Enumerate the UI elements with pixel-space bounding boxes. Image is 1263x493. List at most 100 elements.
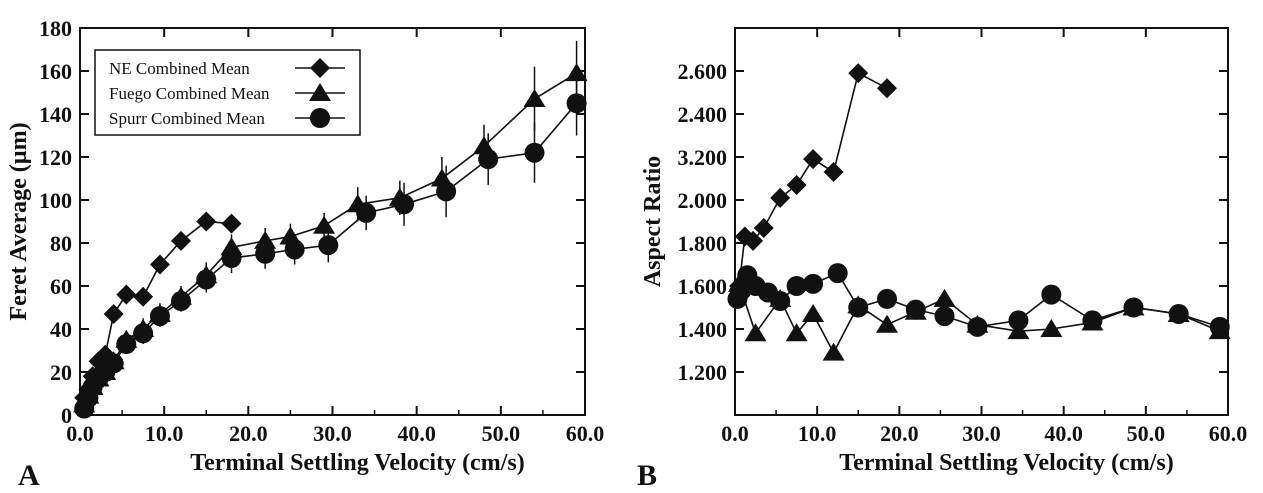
ne-point (803, 149, 824, 170)
y-tick-label: 3.200 (678, 145, 728, 170)
spurr-point (967, 316, 988, 337)
legend-marker-fuego (309, 83, 331, 101)
spurr-point (436, 181, 457, 202)
x-tick-label: 0.0 (721, 421, 749, 446)
spurr-point (1082, 310, 1103, 331)
fuego-point (1040, 319, 1063, 337)
y-tick-label: 60 (50, 274, 72, 299)
y-tick-label: 2.000 (678, 188, 728, 213)
y-axis-label: Aspect Ratio (640, 156, 666, 287)
y-tick-label: 40 (50, 317, 72, 342)
x-tick-label: 20.0 (880, 421, 919, 446)
ne-point (753, 217, 774, 238)
fuego-point (313, 215, 336, 234)
y-tick-label: 140 (39, 102, 72, 127)
fuego-point (785, 323, 808, 342)
x-tick-label: 30.0 (313, 421, 352, 446)
spurr-series-line (83, 102, 578, 409)
spurr-point (877, 288, 898, 309)
plot-frame (734, 27, 1229, 416)
legend-label-fuego: Fuego Combined Mean (109, 84, 270, 103)
spurr-point (478, 149, 499, 170)
spurr-point (524, 142, 545, 163)
legend-label-ne: NE Combined Mean (109, 59, 250, 78)
x-tick-label: 50.0 (482, 421, 521, 446)
spurr-point (394, 194, 415, 215)
spurr-point (803, 273, 824, 294)
panel-a: 0.0 10.0 20.0 30.0 40.0 50.0 60.0 0 20 40 60 80 100 1… (6, 16, 604, 492)
fuego-point (933, 288, 956, 307)
spurr-point (1123, 297, 1144, 318)
y-tick-label: 2.600 (678, 59, 728, 84)
y-tick-label: 1.200 (678, 360, 728, 385)
fuego-point (523, 88, 546, 107)
x-tick-label: 30.0 (962, 421, 1001, 446)
spurr-point (1168, 303, 1189, 324)
spurr-point (103, 353, 124, 374)
spurr-point (284, 239, 305, 260)
legend-marker-ne (310, 58, 330, 78)
spurr-point (770, 291, 791, 312)
spurr-point (1041, 284, 1062, 305)
ne-point (877, 78, 898, 99)
ne-point (116, 284, 137, 305)
y-tick-label: 20 (50, 360, 72, 385)
ne-point (149, 254, 170, 275)
x-tick-label: 10.0 (798, 421, 837, 446)
y-axis-label: Feret Average (µm) (6, 122, 32, 320)
spurr-point (356, 202, 377, 223)
x-tick-label: 0.0 (66, 421, 94, 446)
ne-point (823, 162, 844, 183)
spurr-point (905, 299, 926, 320)
panel-letter: B (637, 459, 657, 492)
panel-letter: A (18, 459, 40, 492)
spurr-point (786, 276, 807, 296)
spurr-point (116, 334, 137, 355)
x-axis-label: Terminal Settling Velocity (cm/s) (190, 450, 524, 476)
spurr-point (848, 297, 869, 318)
spurr-point (149, 306, 170, 327)
spurr-point (196, 269, 217, 290)
spurr-point (133, 323, 154, 344)
ne-point (133, 286, 154, 307)
legend-marker-spurr (310, 108, 330, 128)
y-tick-label: 80 (50, 231, 72, 256)
y-tick-label: 2.400 (678, 102, 728, 127)
y-tick-label: 160 (39, 59, 72, 84)
legend-label-spurr: Spurr Combined Mean (109, 109, 265, 128)
spurr-point (934, 306, 955, 327)
x-tick-label: 40.0 (1044, 421, 1083, 446)
y-tick-label: 180 (39, 16, 72, 41)
ne-point (786, 174, 807, 195)
fuego-point (876, 314, 899, 333)
y-tick-label: 0 (61, 403, 72, 428)
y-tick-label: 1.600 (678, 274, 728, 299)
ne-point (196, 211, 217, 232)
ne-point (221, 213, 242, 234)
x-tick-label: 60.0 (1209, 421, 1248, 446)
y-tick-label: 1.400 (678, 317, 728, 342)
spurr-point (221, 248, 242, 269)
ne-point (103, 303, 124, 324)
legend: NE Combined Mean Fuego Combined Mean Spurr… (94, 49, 361, 136)
spurr-point (1209, 316, 1230, 337)
y-tick-label: 100 (39, 188, 72, 213)
x-tick-label: 20.0 (229, 421, 268, 446)
fuego-point (822, 342, 845, 361)
x-tick-label: 40.0 (397, 421, 436, 446)
ne-point (770, 187, 791, 208)
fuego-point (802, 303, 825, 322)
spurr-point (1008, 310, 1029, 331)
ne-point (848, 63, 869, 84)
x-tick-label: 50.0 (1127, 421, 1166, 446)
x-tick-label: 60.0 (566, 421, 605, 446)
spurr-point (318, 235, 339, 256)
spurr-point (827, 263, 848, 284)
y-tick-label: 1.800 (678, 231, 728, 256)
spurr-point (566, 93, 587, 114)
x-tick-label: 10.0 (145, 421, 184, 446)
panel-b: 0.0 10.0 20.0 30.0 40.0 50.0 60.0 1.200 1.400 1.6… (637, 27, 1248, 492)
ne-series-line (738, 71, 888, 287)
spurr-point (171, 291, 191, 312)
